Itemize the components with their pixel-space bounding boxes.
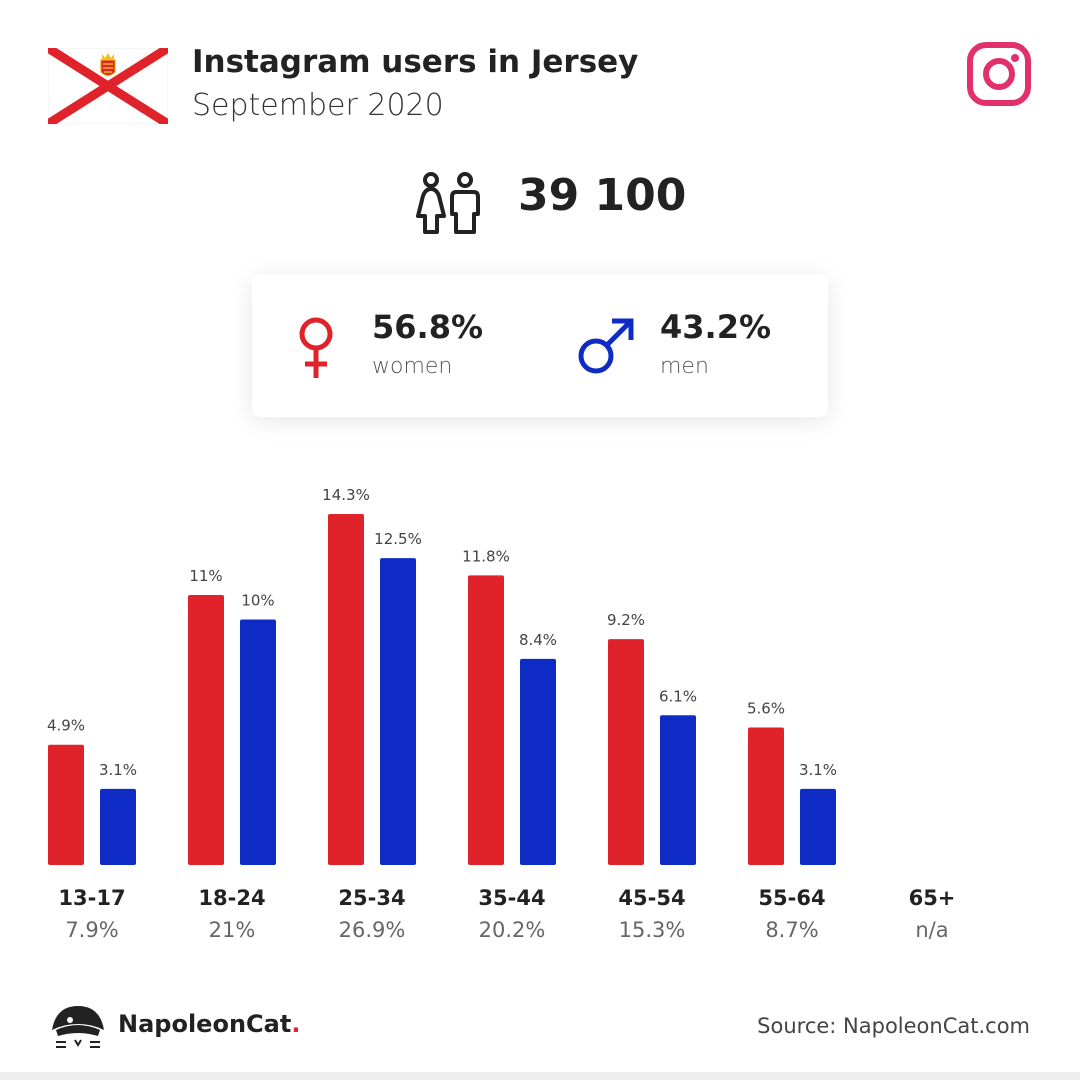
page-subtitle: September 2020 xyxy=(192,88,444,123)
value-label-35-44-series-1: 8.4% xyxy=(519,631,557,649)
value-label-25-34-series-1: 12.5% xyxy=(374,530,422,548)
men-percent: 43.2% xyxy=(660,308,772,346)
category-label-25-34: 25-34 xyxy=(338,886,405,910)
bar-25-34-series-0 xyxy=(328,514,364,865)
source-credit: Source: NapoleonCat.com xyxy=(757,1014,1030,1038)
value-label-45-54-series-1: 6.1% xyxy=(659,687,697,705)
bar-45-54-series-0 xyxy=(608,639,644,865)
page-title: Instagram users in Jersey xyxy=(192,44,639,80)
bar-25-34-series-1 xyxy=(380,558,416,865)
men-label: men xyxy=(660,354,709,379)
value-label-18-24-series-1: 10% xyxy=(241,592,274,610)
category-label-35-44: 35-44 xyxy=(478,886,545,910)
category-total-65+: n/a xyxy=(915,918,948,942)
bar-35-44-series-1 xyxy=(520,658,556,865)
category-total-45-54: 15.3% xyxy=(619,918,686,942)
value-label-13-17-series-1: 3.1% xyxy=(99,761,137,779)
age-gender-bar-chart: 4.9% 3.1% 13-17 7.9% 11% 10% 18-24 21% 14.3% 12.5… xyxy=(47,486,956,942)
bar-18-24-series-1 xyxy=(240,619,276,865)
brand-name-text: NapoleonCat xyxy=(118,1010,292,1038)
value-label-13-17-series-0: 4.9% xyxy=(47,717,85,735)
brand-name: NapoleonCat. xyxy=(118,1010,300,1038)
category-label-65+: 65+ xyxy=(909,886,956,910)
instagram-icon xyxy=(967,42,1031,106)
bar-35-44-series-0 xyxy=(468,575,504,865)
bar-45-54-series-1 xyxy=(660,715,696,865)
female-symbol-icon xyxy=(299,317,333,378)
total-users-value: 39 100 xyxy=(518,170,687,221)
category-label-18-24: 18-24 xyxy=(198,886,265,910)
value-label-25-34-series-0: 14.3% xyxy=(322,486,370,504)
bar-13-17-series-0 xyxy=(48,744,84,865)
bottom-strip xyxy=(0,1072,1080,1080)
jersey-flag-icon xyxy=(48,48,168,124)
value-label-55-64-series-1: 3.1% xyxy=(799,761,837,779)
category-label-45-54: 45-54 xyxy=(618,886,685,910)
value-label-35-44-series-0: 11.8% xyxy=(462,547,510,565)
bar-18-24-series-0 xyxy=(188,595,224,865)
women-label: women xyxy=(372,354,453,379)
category-total-35-44: 20.2% xyxy=(479,918,546,942)
category-total-18-24: 21% xyxy=(209,918,256,942)
category-total-25-34: 26.9% xyxy=(339,918,406,942)
bar-55-64-series-0 xyxy=(748,727,784,865)
male-symbol-icon xyxy=(578,318,634,374)
category-total-13-17: 7.9% xyxy=(65,918,118,942)
bar-13-17-series-1 xyxy=(100,788,136,865)
brand-dot: . xyxy=(291,1010,301,1038)
value-label-55-64-series-0: 5.6% xyxy=(747,700,785,718)
value-label-18-24-series-0: 11% xyxy=(189,567,222,585)
people-icon xyxy=(416,172,480,234)
value-label-45-54-series-0: 9.2% xyxy=(607,611,645,629)
category-label-55-64: 55-64 xyxy=(758,886,825,910)
napoleoncat-logo-icon xyxy=(52,1006,104,1048)
category-total-55-64: 8.7% xyxy=(765,918,818,942)
bar-55-64-series-1 xyxy=(800,788,836,865)
women-percent: 56.8% xyxy=(372,308,484,346)
gender-breakdown-card: 56.8% women 43.2% men xyxy=(252,274,828,417)
category-label-13-17: 13-17 xyxy=(58,886,125,910)
